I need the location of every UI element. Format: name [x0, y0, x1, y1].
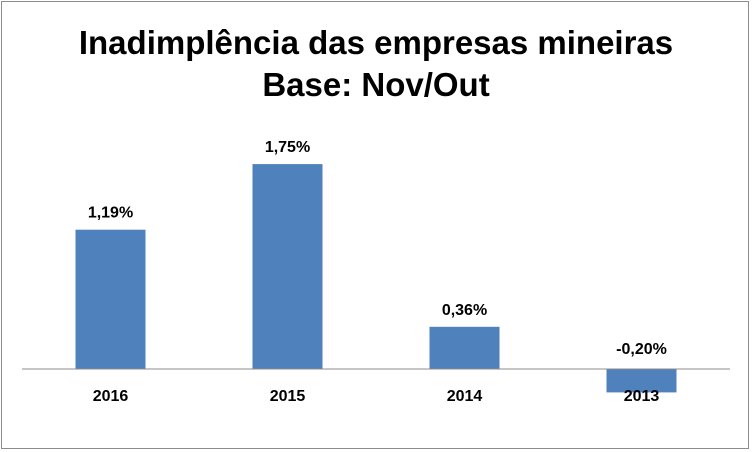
data-label-2014: 0,36%: [442, 302, 487, 319]
bar-2013: [606, 369, 677, 393]
bar-2015: [252, 164, 323, 369]
x-tick-label-2013: 2013: [624, 388, 660, 405]
bar-2014: [429, 326, 500, 369]
data-label-2015: 1,75%: [265, 139, 310, 156]
x-tick-label-2016: 2016: [93, 388, 129, 405]
x-tick-label-2015: 2015: [270, 388, 306, 405]
bar-2016: [75, 229, 146, 369]
chart-title-block: Inadimplência das empresas mineiras Base…: [0, 22, 752, 106]
data-label-2016: 1,19%: [88, 205, 133, 222]
chart-subtitle: Base: Nov/Out: [262, 66, 490, 103]
x-tick-label-2014: 2014: [447, 388, 483, 405]
data-label-2013: -0,20%: [616, 341, 667, 358]
chart-title: Inadimplência das empresas mineiras: [78, 24, 674, 61]
